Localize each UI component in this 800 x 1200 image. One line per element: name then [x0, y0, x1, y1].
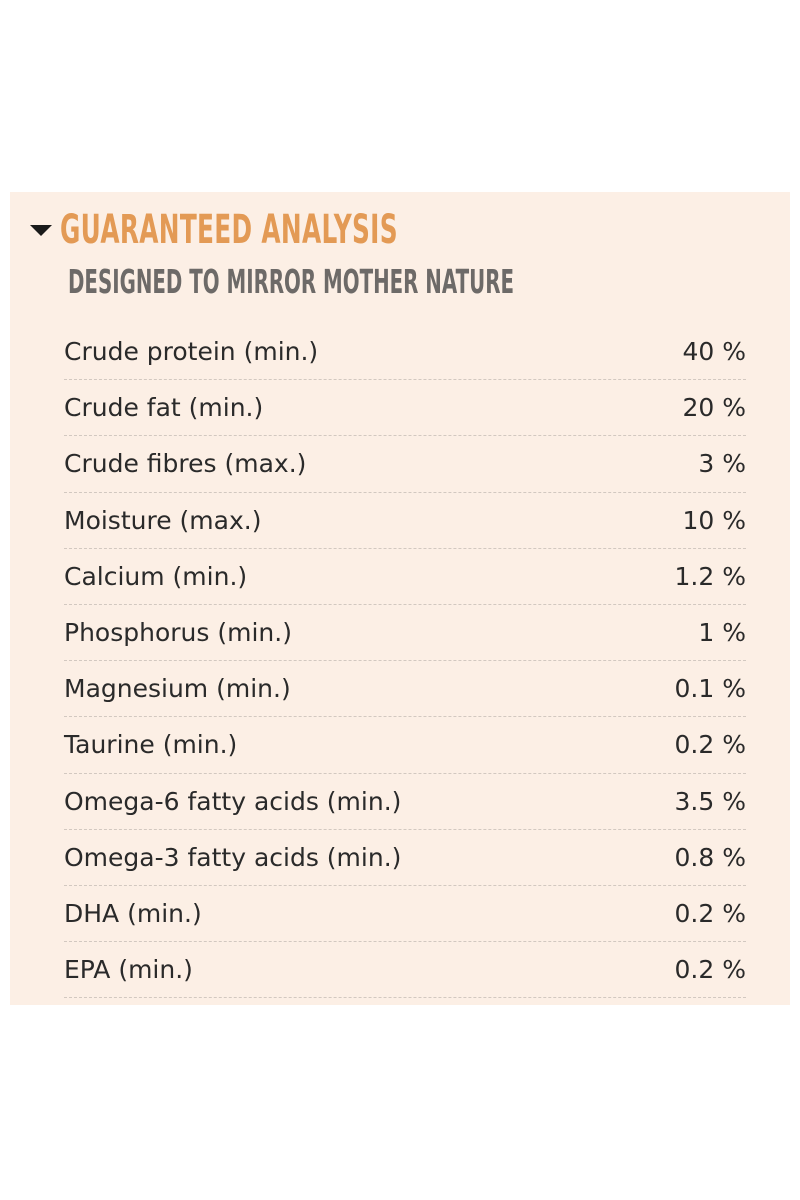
table-row: Omega-6 fatty acids (min.) 3.5 % — [64, 774, 746, 830]
nutrient-label: Omega-6 fatty acids (min.) — [64, 786, 402, 816]
nutrient-label: Magnesium (min.) — [64, 674, 291, 704]
collapse-arrow — [30, 224, 52, 236]
nutrient-value: 0.8 % — [674, 842, 746, 872]
nutrient-value: 0.2 % — [674, 730, 746, 760]
table-row: Omega-3 fatty acids (min.) 0.8 % — [64, 830, 746, 886]
accordion-toggle[interactable]: GUARANTEED ANALYSIS — [30, 207, 605, 253]
nutrient-value: 3.5 % — [674, 786, 746, 816]
table-row: Phosphorus (min.) 1 % — [64, 605, 746, 662]
nutrient-value: 0.1 % — [674, 674, 746, 704]
nutrient-value: 40 % — [682, 337, 746, 367]
nutrient-label: Crude protein (min.) — [64, 337, 319, 367]
nutrient-value: 0.2 % — [674, 898, 746, 928]
table-row: Crude fat (min.) 20 % — [64, 380, 746, 437]
table-row: Crude fibres (max.) 3 % — [64, 436, 746, 493]
nutrient-label: DHA (min.) — [64, 898, 202, 928]
nutrient-label: EPA (min.) — [64, 955, 193, 985]
table-row: Magnesium (min.) 0.1 % — [64, 661, 746, 718]
nutrient-label: Moisture (max.) — [64, 505, 262, 535]
table-row: Moisture (max.) 10 % — [64, 493, 746, 549]
nutrient-value: 20 % — [682, 393, 746, 423]
table-row: Taurine (min.) 0.2 % — [64, 717, 746, 774]
nutrient-value: 10 % — [682, 505, 746, 535]
analysis-panel: GUARANTEED ANALYSIS DESIGNED TO MIRROR M… — [10, 192, 790, 1005]
nutrient-value: 1 % — [698, 618, 746, 648]
nutrient-value: 1.2 % — [674, 561, 746, 591]
section-title: GUARANTEED ANALYSIS — [60, 207, 398, 253]
nutrient-label: Phosphorus (min.) — [64, 618, 292, 648]
nutrient-value: 0.2 % — [674, 955, 746, 985]
nutrient-label: Calcium (min.) — [64, 561, 248, 591]
nutrient-label: Omega-3 fatty acids (min.) — [64, 842, 402, 872]
table-row: DHA (min.) 0.2 % — [64, 886, 746, 943]
table-row: Crude protein (min.) 40 % — [64, 324, 746, 381]
nutrient-label: Crude fibres (max.) — [64, 449, 307, 479]
nutrient-label: Taurine (min.) — [64, 730, 238, 760]
table-row: EPA (min.) 0.2 % — [64, 942, 746, 999]
analysis-table: Crude protein (min.) 40 % Crude fat (min.)… — [64, 324, 746, 999]
table-row: Calcium (min.) 1.2 % — [64, 549, 746, 605]
nutrient-label: Crude fat (min.) — [64, 393, 264, 423]
nutrient-value: 3 % — [698, 449, 746, 479]
section-subtitle: DESIGNED TO MIRROR MOTHER NATURE — [68, 262, 515, 301]
